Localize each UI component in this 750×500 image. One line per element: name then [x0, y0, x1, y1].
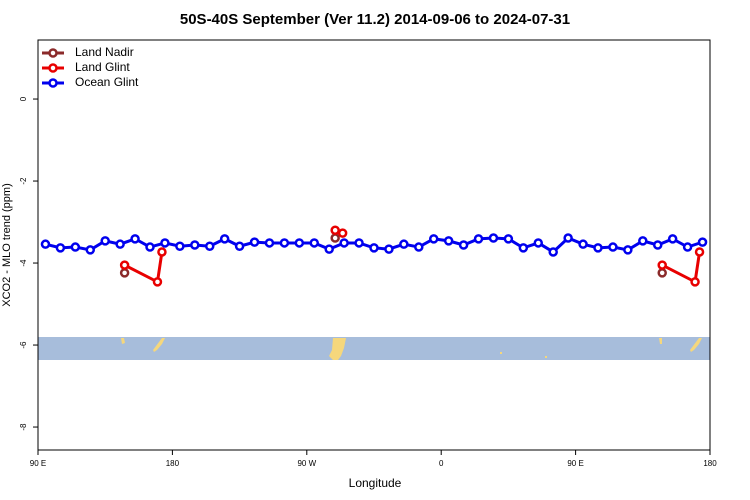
data-point — [190, 240, 200, 250]
data-point — [219, 234, 230, 244]
x-tick-label: 90 E — [30, 459, 46, 468]
data-point — [264, 238, 275, 248]
data-point — [130, 234, 140, 244]
x-tick-label: 0 — [439, 459, 444, 468]
data-point — [690, 277, 700, 287]
data-point — [533, 238, 544, 248]
y-tick-label: 0 — [19, 96, 28, 101]
data-point — [100, 236, 110, 246]
data-point — [157, 247, 167, 257]
data-point — [458, 240, 469, 250]
data-point — [369, 243, 379, 253]
data-point — [160, 238, 170, 248]
legend-marker — [48, 63, 58, 73]
plot-frame — [37, 39, 711, 451]
map-strip — [38, 337, 710, 360]
data-point — [234, 241, 245, 251]
x-tick-label: 180 — [703, 459, 717, 468]
data-point — [85, 245, 96, 255]
data-point — [578, 239, 588, 249]
data-point — [697, 237, 708, 247]
x-tick-label: 90 W — [297, 459, 316, 468]
x-tick-label: 90 E — [567, 459, 583, 468]
data-point — [473, 234, 484, 244]
y-tick-label: -2 — [19, 177, 28, 185]
data-point — [145, 242, 155, 252]
data-point — [657, 268, 667, 278]
data-point — [330, 233, 340, 243]
data-point — [40, 239, 51, 249]
data-point — [428, 234, 439, 244]
data-point — [638, 236, 648, 246]
legend-marker — [48, 78, 58, 88]
data-point — [488, 233, 499, 243]
x-axis-label: Longitude — [349, 476, 402, 490]
data-point — [249, 237, 260, 247]
data-point — [330, 225, 340, 235]
data-point — [563, 233, 573, 243]
y-axis-label: XCO2 - MLO trend (ppm) — [1, 183, 13, 306]
data-point — [399, 239, 409, 249]
x-tick-label: 180 — [166, 459, 180, 468]
data-point — [518, 243, 529, 253]
legend-label: Land Glint — [75, 60, 130, 74]
data-point — [324, 244, 334, 254]
data-point — [414, 242, 424, 252]
data-point — [623, 245, 633, 255]
data-point — [608, 242, 618, 252]
y-tick-label: -4 — [19, 259, 28, 267]
data-point — [119, 260, 130, 270]
data-point — [354, 238, 364, 248]
data-point — [279, 238, 290, 248]
legend-label: Ocean Glint — [75, 75, 139, 89]
data-point — [115, 239, 125, 249]
data-point — [443, 236, 454, 246]
data-point — [309, 238, 320, 248]
data-point — [337, 228, 348, 238]
data-point — [652, 240, 663, 250]
data-point — [593, 243, 603, 253]
chart-title: 50S-40S September (Ver 11.2) 2014-09-06 … — [180, 11, 570, 28]
data-point — [657, 260, 667, 270]
data-point — [175, 241, 185, 251]
data-point — [682, 242, 693, 252]
data-point — [152, 277, 163, 287]
data-point — [294, 238, 305, 248]
data-point — [667, 234, 678, 244]
data-point — [384, 244, 394, 254]
data-point — [70, 242, 81, 252]
legend-marker — [48, 48, 58, 58]
legend-label: Land Nadir — [75, 45, 134, 59]
data-point — [503, 234, 514, 244]
data-point — [694, 247, 705, 257]
y-tick-label: -8 — [19, 423, 28, 431]
data-point — [55, 243, 66, 253]
data-point — [339, 238, 349, 248]
data-point — [548, 247, 558, 257]
data-point — [204, 241, 215, 251]
y-tick-label: -6 — [19, 341, 28, 349]
data-point — [119, 268, 130, 278]
